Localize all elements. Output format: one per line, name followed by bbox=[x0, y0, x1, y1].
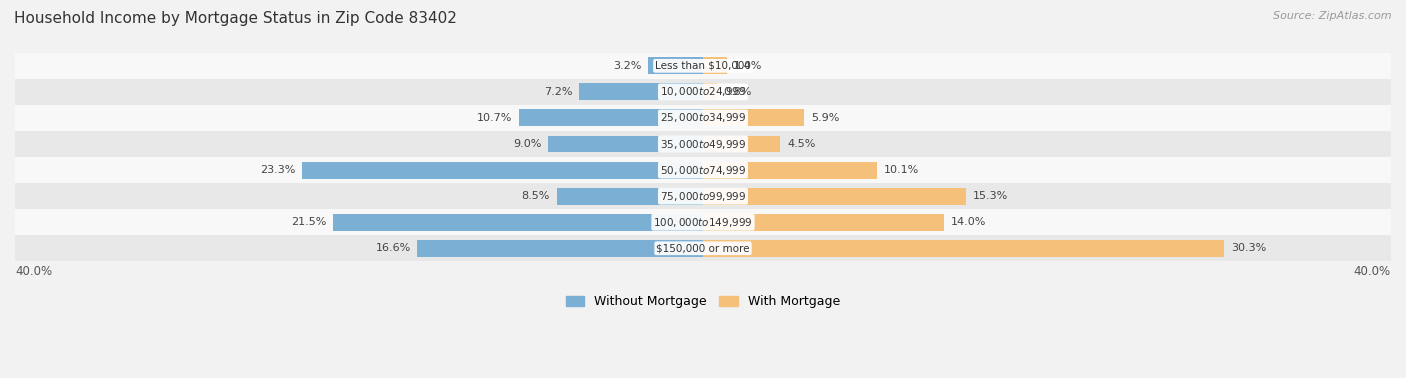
Text: 1.4%: 1.4% bbox=[734, 61, 762, 71]
Text: 9.0%: 9.0% bbox=[513, 139, 541, 149]
Bar bbox=[548, 136, 703, 152]
Text: $50,000 to $74,999: $50,000 to $74,999 bbox=[659, 164, 747, 177]
Text: $150,000 or more: $150,000 or more bbox=[657, 243, 749, 253]
Bar bbox=[15, 105, 1391, 131]
Bar bbox=[703, 110, 804, 126]
Text: Less than $10,000: Less than $10,000 bbox=[655, 61, 751, 71]
Bar bbox=[15, 235, 1391, 261]
Bar bbox=[557, 187, 703, 204]
Bar bbox=[333, 214, 703, 231]
Text: 5.9%: 5.9% bbox=[811, 113, 839, 123]
Bar bbox=[703, 136, 780, 152]
Bar bbox=[579, 84, 703, 101]
Text: 8.5%: 8.5% bbox=[522, 191, 550, 201]
Bar bbox=[302, 162, 703, 178]
Bar bbox=[648, 57, 703, 74]
Text: 10.7%: 10.7% bbox=[477, 113, 512, 123]
Text: $75,000 to $99,999: $75,000 to $99,999 bbox=[659, 190, 747, 203]
Bar bbox=[703, 84, 717, 101]
Text: 10.1%: 10.1% bbox=[883, 165, 920, 175]
Bar bbox=[15, 53, 1391, 79]
Bar bbox=[703, 162, 877, 178]
Legend: Without Mortgage, With Mortgage: Without Mortgage, With Mortgage bbox=[561, 290, 845, 313]
Text: 14.0%: 14.0% bbox=[950, 217, 986, 227]
Bar bbox=[418, 240, 703, 257]
Text: 7.2%: 7.2% bbox=[544, 87, 572, 97]
Text: 40.0%: 40.0% bbox=[1354, 265, 1391, 278]
Bar bbox=[703, 214, 943, 231]
Bar bbox=[15, 79, 1391, 105]
Bar bbox=[15, 157, 1391, 183]
Text: 23.3%: 23.3% bbox=[260, 165, 295, 175]
Bar bbox=[703, 57, 727, 74]
Text: Source: ZipAtlas.com: Source: ZipAtlas.com bbox=[1274, 11, 1392, 21]
Bar bbox=[703, 187, 966, 204]
Text: 16.6%: 16.6% bbox=[375, 243, 411, 253]
Bar bbox=[703, 240, 1225, 257]
Text: 15.3%: 15.3% bbox=[973, 191, 1008, 201]
Text: 3.2%: 3.2% bbox=[613, 61, 641, 71]
Text: $35,000 to $49,999: $35,000 to $49,999 bbox=[659, 138, 747, 150]
Text: 30.3%: 30.3% bbox=[1232, 243, 1267, 253]
Bar bbox=[15, 131, 1391, 157]
Bar bbox=[15, 183, 1391, 209]
Bar bbox=[519, 110, 703, 126]
Text: 4.5%: 4.5% bbox=[787, 139, 815, 149]
Text: Household Income by Mortgage Status in Zip Code 83402: Household Income by Mortgage Status in Z… bbox=[14, 11, 457, 26]
Text: 40.0%: 40.0% bbox=[15, 265, 52, 278]
Bar bbox=[15, 209, 1391, 235]
Text: 0.8%: 0.8% bbox=[724, 87, 752, 97]
Text: 21.5%: 21.5% bbox=[291, 217, 326, 227]
Text: $10,000 to $24,999: $10,000 to $24,999 bbox=[659, 85, 747, 98]
Text: $100,000 to $149,999: $100,000 to $149,999 bbox=[654, 216, 752, 229]
Text: $25,000 to $34,999: $25,000 to $34,999 bbox=[659, 112, 747, 124]
